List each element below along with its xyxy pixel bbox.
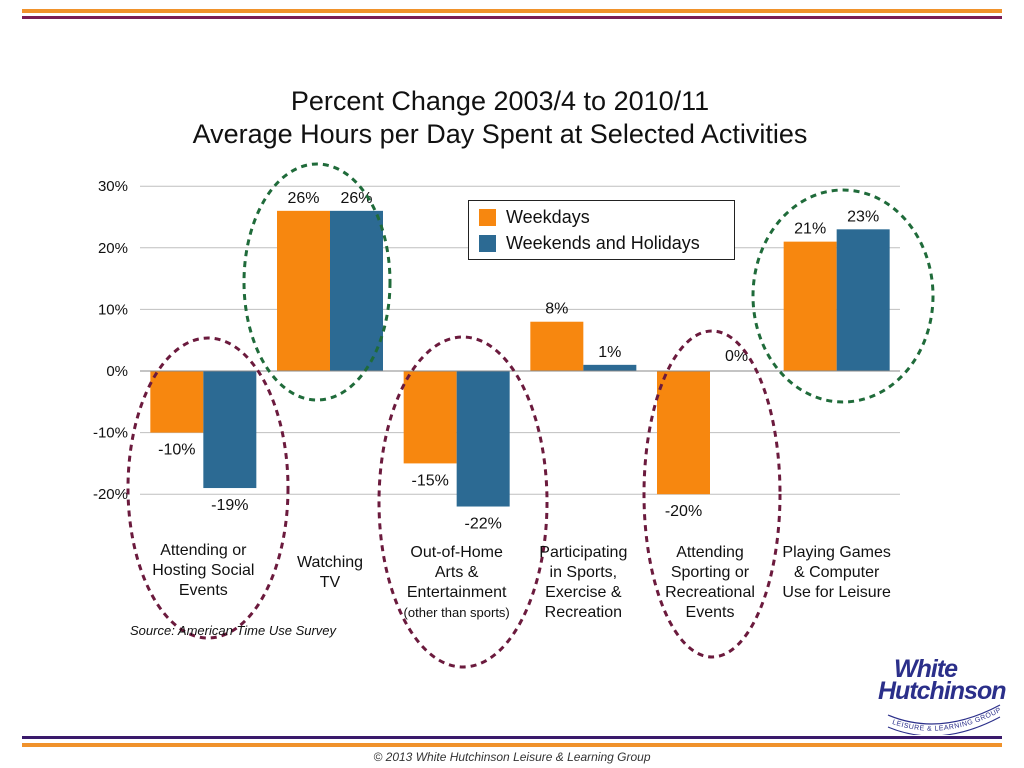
highlight-ellipse-games	[751, 188, 935, 404]
data-label: -15%	[411, 472, 448, 489]
top-orange-rule	[22, 9, 1002, 13]
bar	[150, 371, 204, 433]
category-label-line: Use for Leisure	[782, 584, 891, 601]
data-label: -20%	[665, 503, 702, 520]
svg-text:LEISURE & LEARNING GROUP: LEISURE & LEARNING GROUP	[891, 707, 1002, 733]
data-label: 1%	[598, 344, 621, 361]
logo-arc: LEISURE & LEARNING GROUP	[887, 704, 1002, 735]
data-label: -10%	[158, 442, 195, 459]
legend-swatch-weekdays	[479, 208, 496, 226]
category-label-line: (other than sports)	[403, 605, 510, 620]
footer-copyright: © 2013 White Hutchinson Leisure & Learni…	[373, 750, 651, 764]
legend-swatch-weekends	[479, 234, 496, 252]
category-label-line: Recreational	[665, 584, 755, 601]
category-label-line: Out-of-Home	[410, 544, 503, 561]
source-note: Source: American Time Use Survey	[130, 623, 337, 638]
data-label: 23%	[847, 208, 879, 225]
bar	[530, 321, 584, 371]
data-label: 21%	[794, 221, 826, 238]
bar	[330, 210, 383, 371]
category-label: Watching TV	[265, 553, 395, 593]
logo-word-white: White	[894, 655, 958, 683]
legend-label-weekdays: Weekdays	[506, 206, 590, 227]
data-label: 8%	[545, 301, 568, 318]
category-label-line: & Computer	[793, 564, 880, 581]
category-label-line: Participating	[539, 544, 628, 561]
top-maroon-rule	[22, 16, 1002, 19]
category-label-line: in Sports,	[549, 564, 618, 581]
y-tick-label: 20%	[98, 240, 128, 257]
category-label: Attending or Hosting Social Events	[138, 541, 268, 601]
highlight-ellipse-social	[126, 336, 290, 640]
category-label: Participating in Sports, Exercise & Recreat…	[518, 543, 648, 623]
data-label: -19%	[211, 497, 248, 514]
category-label: Attending Sporting or Recreational Events	[645, 543, 775, 623]
data-label: 26%	[340, 190, 372, 207]
bar	[203, 371, 257, 489]
category-label-line: Events	[178, 582, 228, 599]
logo-tagline: LEISURE & LEARNING GROUP	[891, 707, 1002, 733]
bar	[836, 229, 890, 371]
y-tick-label: 10%	[98, 301, 128, 318]
category-label-line: Hosting Social	[152, 562, 255, 579]
legend-item-weekdays: Weekdays	[479, 207, 590, 227]
category-label-line: Attending	[676, 544, 744, 561]
highlight-ellipse-sporting-events	[642, 329, 782, 659]
bottom-purple-rule	[22, 736, 1002, 739]
category-label: Out-of-Home Arts & Entertainment (other tha…	[392, 543, 522, 623]
category-label-line: Watching	[296, 554, 364, 571]
bar	[403, 371, 457, 464]
category-label: Playing Games & Computer Use for Leisure	[772, 543, 902, 603]
chart-subtitle: Average Hours per Day Spent at Selected …	[192, 119, 808, 149]
y-tick-label: -20%	[93, 486, 128, 503]
category-label-line: Recreation	[544, 604, 623, 621]
legend-item-weekends: Weekends and Holidays	[479, 233, 700, 253]
category-label-line: Attending or	[160, 542, 247, 559]
data-label: 0%	[725, 348, 748, 365]
bar	[783, 241, 837, 371]
bar	[456, 371, 510, 507]
category-label-line: TV	[319, 574, 341, 591]
bar	[657, 371, 710, 495]
logo-word-hutchinson: Hutchinson	[878, 677, 1006, 705]
bottom-orange-rule	[22, 743, 1002, 747]
category-label-line: Entertainment	[406, 584, 507, 601]
legend-label-weekends: Weekends and Holidays	[506, 232, 700, 253]
bar	[583, 364, 637, 371]
highlight-ellipse-tv	[242, 162, 392, 402]
category-label-line: Playing Games	[782, 544, 891, 561]
highlight-ellipse-arts	[377, 335, 549, 669]
category-label-line: Exercise &	[545, 584, 622, 601]
chart-title: Percent Change 2003/4 to 2010/11	[290, 86, 710, 116]
company-logo: White Hutchinson LEISURE & LEARNING GROU…	[870, 655, 1010, 735]
y-tick-label: 0%	[106, 363, 128, 380]
category-label-line: Events	[685, 604, 735, 621]
category-label-line: Arts &	[434, 564, 479, 581]
bar	[277, 210, 330, 371]
category-label-line: Sporting or	[670, 564, 750, 581]
chart-legend: Weekdays Weekends and Holidays	[468, 200, 735, 260]
y-tick-label: -10%	[93, 425, 128, 442]
data-label: 26%	[287, 190, 319, 207]
y-tick-label: 30%	[98, 178, 128, 195]
data-label: -22%	[464, 516, 501, 533]
